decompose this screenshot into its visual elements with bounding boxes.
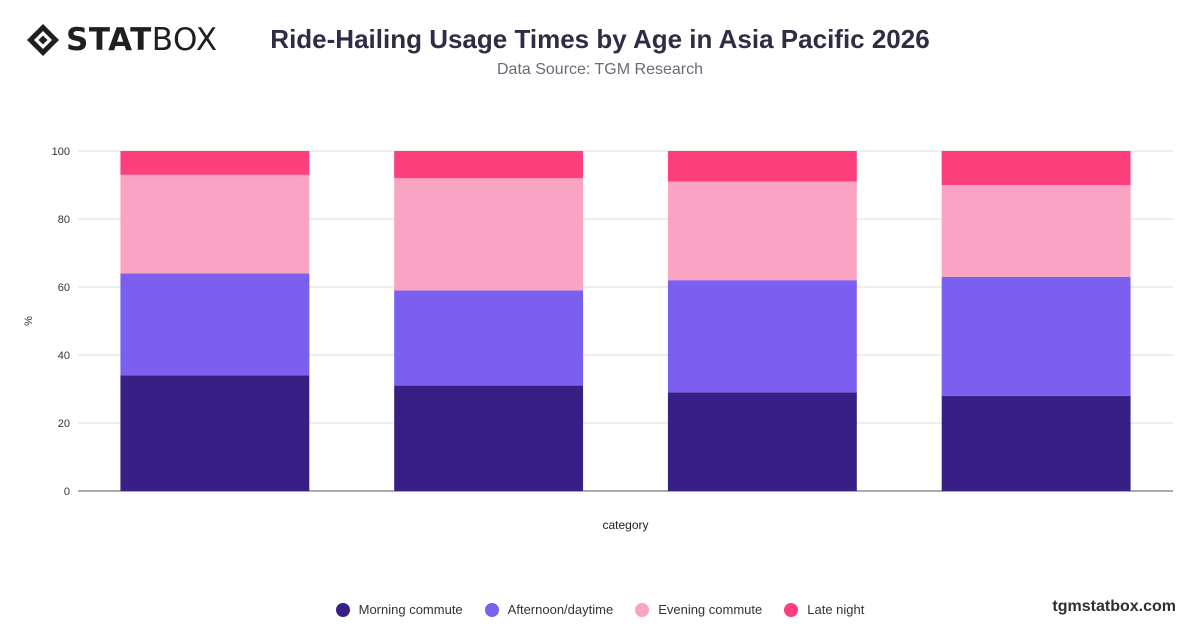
bar-segment[interactable] (120, 174, 310, 274)
legend-swatch-icon (635, 602, 650, 617)
bar-segment[interactable] (667, 280, 857, 393)
x-axis-label: category (602, 518, 648, 532)
legend-item[interactable]: Late night (784, 602, 864, 617)
bars (120, 151, 1131, 491)
bar-segment[interactable] (394, 151, 584, 179)
legend-swatch-icon (335, 602, 350, 617)
y-tick-label: 60 (58, 282, 70, 294)
legend-swatch-icon (784, 602, 799, 617)
legend-label: Evening commute (658, 602, 763, 617)
y-tick-label: 0 (64, 486, 70, 498)
y-axis-label: % (23, 316, 35, 326)
y-axis-ticks: 0 20 40 60 80 100 (52, 146, 70, 498)
bar-segment[interactable] (394, 178, 584, 291)
y-tick-label: 80 (58, 214, 70, 226)
bar-segment[interactable] (941, 395, 1131, 491)
logo-wordmark-bold: STAT (66, 22, 152, 58)
bar-segment[interactable] (941, 185, 1131, 277)
legend-label: Late night (807, 602, 865, 617)
chart-subtitle: Data Source: TGM Research (496, 61, 703, 78)
legend-item[interactable]: Evening commute (635, 602, 762, 617)
legend-label: Afternoon/daytime (507, 602, 614, 617)
bar-segment[interactable] (394, 290, 584, 386)
bar-segment[interactable] (120, 151, 310, 175)
legend-item[interactable]: Morning commute (335, 602, 463, 617)
chart-title: Ride-Hailing Usage Times by Age in Asia … (270, 24, 930, 54)
statbox-logo: STATBOX (26, 22, 218, 58)
legend-label: Morning commute (358, 602, 463, 617)
bar-segment[interactable] (667, 151, 857, 182)
site-url[interactable]: tgmstatbox.com (1052, 598, 1176, 615)
legend-swatch-icon (484, 602, 499, 617)
legend-item[interactable]: Afternoon/daytime (484, 602, 614, 617)
bar-segment[interactable] (120, 273, 310, 376)
bar-segment[interactable] (667, 181, 857, 281)
y-tick-label: 100 (52, 146, 70, 158)
diamond-logo-icon (27, 24, 59, 56)
bar-segment[interactable] (941, 151, 1131, 185)
bar-segment[interactable] (941, 276, 1131, 396)
bar-segment[interactable] (394, 385, 584, 491)
legend: Morning commute Afternoon/daytime Evening … (0, 602, 1200, 617)
logo-wordmark: STATBOX (66, 22, 218, 58)
y-tick-label: 20 (58, 418, 70, 430)
y-tick-label: 40 (58, 350, 70, 362)
bar-segment[interactable] (120, 375, 310, 491)
logo-wordmark-light: BOX (151, 22, 218, 58)
bar-segment[interactable] (667, 392, 857, 491)
